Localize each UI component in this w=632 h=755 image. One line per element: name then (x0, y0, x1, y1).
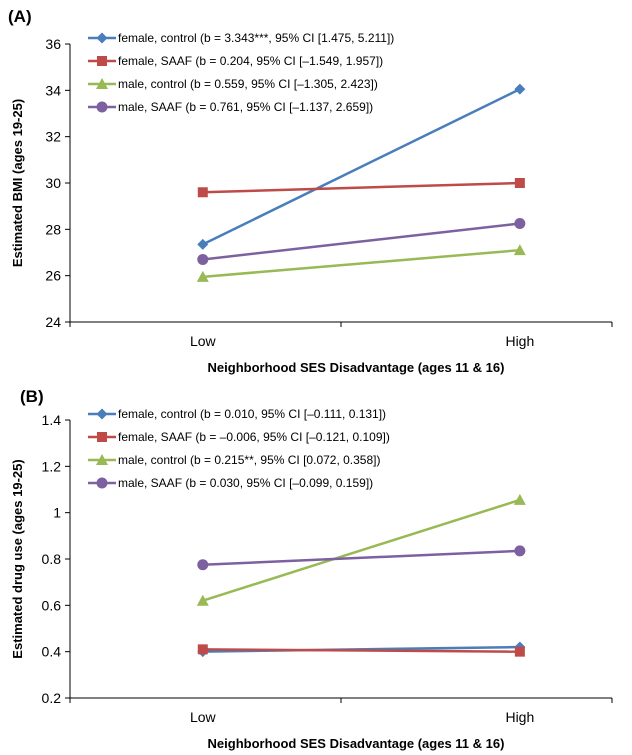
y-tick-label: 32 (45, 129, 61, 145)
legend-entry: female, SAAF (b = 0.204, 95% CI [–1.549,… (88, 54, 383, 68)
y-tick-label: 28 (45, 221, 61, 237)
data-point (196, 270, 209, 282)
y-tick-label: 24 (45, 314, 61, 330)
series-circle (197, 218, 526, 265)
x-axis-label: Neighborhood SES Disadvantage (ages 11 &… (208, 360, 505, 375)
legend-label: male, control (b = 0.215**, 95% CI [0.07… (118, 453, 381, 467)
y-tick-label: 0.6 (42, 597, 62, 613)
series-square (197, 644, 525, 657)
series-triangle (196, 244, 526, 282)
panel-b: (B) 0.2 0.4 0.6 0.8 1 1.2 1.4 Low HighNeighborhoo… (10, 387, 613, 751)
y-tick-label: 36 (45, 36, 61, 52)
legend-label: male, control (b = 0.559, 95% CI [–1.305… (118, 77, 378, 91)
data-point (197, 644, 208, 655)
series-line (202, 549, 520, 567)
legend-marker (96, 408, 108, 420)
series-square (197, 178, 525, 198)
y-tick-label: 30 (45, 175, 61, 191)
legend-label: female, control (b = 3.343***, 95% CI [1… (118, 31, 394, 45)
data-point (197, 187, 208, 198)
y-tick-label: 34 (45, 82, 61, 98)
x-axis-label: Neighborhood SES Disadvantage (ages 11 &… (208, 736, 505, 751)
x-tick-label: Low (190, 709, 217, 725)
y-tick-label: 1.4 (42, 412, 62, 428)
y-axis-label: Estimated drug use (ages 19-25) (10, 459, 25, 658)
legend-marker (97, 432, 107, 442)
legend-entry: female, SAAF (b = –0.006, 95% CI [–0.121… (88, 430, 390, 444)
legend-label: female, SAAF (b = –0.006, 95% CI [–0.121… (118, 430, 390, 444)
series-diamond (197, 83, 526, 250)
y-tick-label: 0.2 (42, 690, 62, 706)
legend-marker (97, 56, 107, 66)
data-point (514, 646, 525, 657)
data-point (513, 493, 526, 505)
legend-entry: male, control (b = 0.215**, 95% CI [0.07… (88, 453, 381, 467)
legend-marker (96, 477, 108, 489)
y-axis-label: Estimated BMI (ages 19-25) (10, 99, 25, 267)
x-tick-label: Low (190, 333, 217, 349)
legend-marker (96, 101, 108, 113)
series-line (202, 88, 521, 246)
series-line (202, 181, 520, 194)
data-point (197, 238, 209, 250)
x-tick-label: High (505, 333, 534, 349)
legend-marker (96, 78, 108, 89)
series-line (202, 248, 520, 279)
legend-marker (96, 32, 108, 44)
data-point (514, 178, 525, 188)
data-point (197, 559, 209, 571)
legend-label: female, SAAF (b = 0.204, 95% CI [–1.549,… (118, 54, 383, 68)
y-tick-label: 1 (53, 505, 61, 521)
data-point (514, 545, 526, 557)
panel-label: (B) (20, 387, 44, 406)
y-tick-label: 0.8 (42, 551, 62, 567)
series-line (202, 648, 520, 653)
series-circle (197, 545, 526, 571)
legend-entry: male, SAAF (b = 0.030, 95% CI [–0.099, 0… (88, 476, 373, 490)
legend-label: female, control (b = 0.010, 95% CI [–0.1… (118, 407, 386, 421)
series-line (202, 222, 521, 261)
series-triangle (196, 493, 526, 606)
data-point (196, 594, 209, 606)
legend-label: male, SAAF (b = 0.761, 95% CI [–1.137, 2… (118, 100, 373, 114)
legend-entry: female, control (b = 0.010, 95% CI [–0.1… (88, 407, 386, 421)
data-point (513, 244, 526, 256)
legend-entry: male, SAAF (b = 0.761, 95% CI [–1.137, 2… (88, 100, 373, 114)
data-point (514, 218, 526, 230)
data-point (514, 83, 526, 95)
legend-entry: male, control (b = 0.559, 95% CI [–1.305… (88, 77, 378, 91)
y-tick-label: 26 (45, 268, 61, 284)
legend-entry: female, control (b = 3.343***, 95% CI [1… (88, 31, 394, 45)
legend-label: male, SAAF (b = 0.030, 95% CI [–0.099, 0… (118, 476, 373, 490)
panel-label: (A) (8, 7, 32, 26)
x-tick-label: High (505, 709, 534, 725)
legend-marker (96, 454, 108, 465)
series-line (202, 498, 521, 602)
y-tick-label: 0.4 (42, 644, 62, 660)
data-point (197, 253, 209, 265)
y-tick-label: 1.2 (42, 458, 62, 474)
